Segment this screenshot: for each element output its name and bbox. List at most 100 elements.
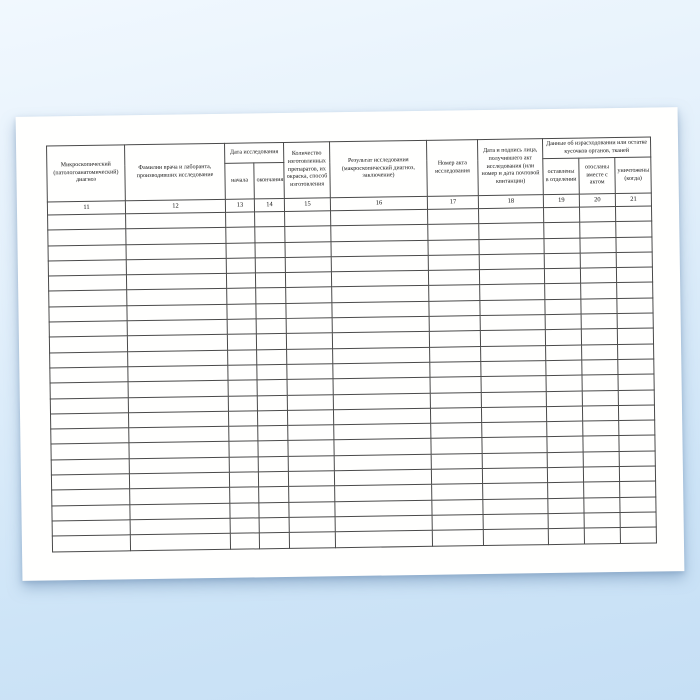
empty-cell: [128, 411, 229, 428]
empty-cell: [284, 226, 331, 243]
empty-cell: [431, 499, 484, 516]
empty-cell: [48, 259, 127, 277]
empty-cell: [619, 466, 656, 482]
empty-cell: [547, 497, 585, 514]
empty-cell: [620, 511, 657, 528]
empty-cell: [543, 207, 580, 223]
empty-cell: [548, 528, 585, 545]
empty-cell: [334, 469, 432, 487]
empty-cell: [432, 529, 484, 546]
empty-cell: [129, 472, 230, 490]
empty-cell: [333, 408, 431, 425]
table-body: [47, 206, 657, 552]
header-sent-with-act: отосланы вместе с актом: [578, 157, 616, 195]
empty-cell: [479, 284, 545, 301]
empty-cell: [579, 237, 617, 253]
empty-cell: [48, 274, 127, 292]
empty-cell: [256, 333, 287, 350]
empty-cell: [228, 426, 258, 442]
empty-cell: [129, 457, 230, 474]
empty-cell: [284, 210, 331, 227]
empty-cell: [255, 303, 287, 319]
empty-cell: [51, 504, 131, 521]
empty-cell: [581, 359, 619, 376]
empty-cell: [230, 517, 260, 534]
empty-cell: [582, 390, 619, 406]
empty-cell: [617, 343, 654, 360]
empty-cell: [49, 351, 128, 368]
empty-cell: [583, 451, 620, 468]
empty-cell: [430, 376, 482, 393]
empty-cell: [615, 221, 652, 238]
empty-cell: [334, 499, 433, 517]
empty-cell: [286, 348, 333, 365]
empty-cell: [620, 527, 657, 544]
header-act-number: Номер акта исследования: [426, 139, 479, 197]
empty-cell: [257, 425, 288, 442]
empty-cell: [255, 272, 286, 289]
empty-cell: [228, 395, 258, 412]
empty-cell: [619, 481, 656, 498]
empty-cell: [616, 251, 653, 268]
empty-cell: [481, 437, 548, 454]
empty-cell: [288, 470, 335, 487]
empty-cell: [330, 209, 428, 227]
empty-cell: [479, 299, 546, 316]
empty-cell: [480, 314, 546, 331]
empty-cell: [483, 528, 549, 546]
empty-cell: [619, 450, 656, 467]
empty-cell: [430, 407, 482, 424]
journal-page: Микроскопический (патологоанатомический)…: [15, 107, 685, 581]
empty-cell: [618, 420, 655, 436]
empty-cell: [229, 487, 259, 503]
empty-cell: [430, 392, 482, 409]
empty-cell: [478, 222, 544, 240]
empty-cell: [580, 283, 617, 299]
empty-cell: [284, 241, 332, 258]
empty-cell: [288, 455, 335, 472]
empty-cell: [230, 533, 260, 549]
empty-cell: [481, 421, 547, 439]
empty-cell: [285, 302, 333, 319]
empty-cell: [49, 320, 128, 338]
empty-cell: [546, 390, 583, 407]
empty-cell: [257, 394, 288, 411]
empty-cell: [128, 426, 229, 444]
empty-cell: [616, 297, 654, 314]
empty-cell: [126, 304, 228, 321]
header-destroyed-when: уничтожены (когда): [614, 157, 652, 194]
empty-cell: [259, 532, 290, 549]
empty-cell: [481, 406, 547, 423]
empty-cell: [129, 502, 231, 520]
empty-cell: [481, 391, 547, 408]
empty-cell: [255, 287, 286, 304]
empty-cell: [543, 237, 581, 254]
empty-cell: [286, 333, 333, 350]
empty-cell: [48, 305, 128, 323]
empty-cell: [545, 344, 582, 361]
empty-cell: [51, 489, 130, 506]
empty-cell: [479, 253, 545, 270]
empty-cell: [482, 498, 549, 515]
empty-cell: [581, 313, 618, 330]
empty-cell: [479, 268, 545, 286]
empty-cell: [428, 269, 480, 286]
empty-cell: [432, 514, 484, 531]
empty-cell: [332, 346, 430, 364]
header-research-date-group: Дата исследования: [224, 142, 284, 164]
empty-cell: [583, 481, 620, 498]
empty-cell: [617, 358, 655, 375]
empty-cell: [50, 427, 129, 445]
empty-cell: [126, 273, 227, 291]
empty-cell: [289, 516, 336, 533]
column-number: 18: [478, 194, 544, 209]
empty-cell: [546, 421, 583, 438]
empty-cell: [580, 267, 617, 284]
empty-cell: [431, 483, 483, 500]
empty-cell: [285, 287, 332, 304]
empty-cell: [225, 211, 255, 228]
empty-cell: [618, 435, 656, 452]
empty-cell: [128, 380, 229, 398]
empty-cell: [49, 336, 128, 353]
empty-cell: [229, 456, 259, 473]
